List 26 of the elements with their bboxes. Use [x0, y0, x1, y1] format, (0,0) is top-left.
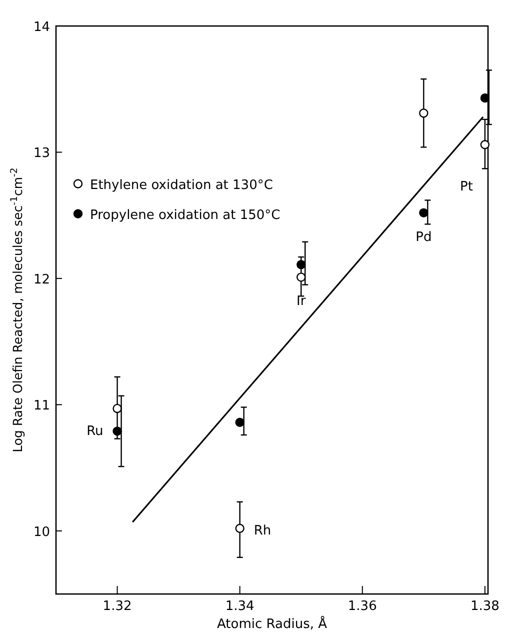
x-tick-label: 1.34 — [225, 599, 254, 614]
point — [235, 524, 244, 533]
annotation: Ir — [296, 294, 306, 310]
legend-label: Ethylene oxidation at 130°C — [90, 178, 273, 193]
y-tick-label: 13 — [33, 146, 50, 162]
y-tick-label: 12 — [33, 272, 50, 288]
annotation: Pt — [460, 180, 473, 195]
point — [296, 260, 306, 270]
point — [296, 272, 306, 282]
x-tick-label: 1.36 — [348, 599, 377, 614]
point — [419, 108, 428, 118]
point — [112, 426, 122, 436]
annotation: Rh — [254, 523, 272, 538]
point — [419, 208, 428, 218]
y-tick-label: 11 — [33, 398, 50, 414]
x-tick-label: 1.38 — [470, 599, 500, 614]
point — [480, 140, 490, 150]
x-axis-title: Atomic Radius, Å — [216, 615, 328, 632]
annotation: Pd — [416, 230, 432, 245]
y-tick-label: 10 — [33, 524, 50, 540]
legend-label: Propylene oxidation at 150°C — [90, 208, 280, 223]
annotation: Ru — [86, 424, 104, 440]
x-tick-label: 1.32 — [102, 599, 132, 614]
point — [235, 418, 244, 427]
y-tick-label: 14 — [33, 20, 50, 35]
point — [112, 404, 122, 414]
